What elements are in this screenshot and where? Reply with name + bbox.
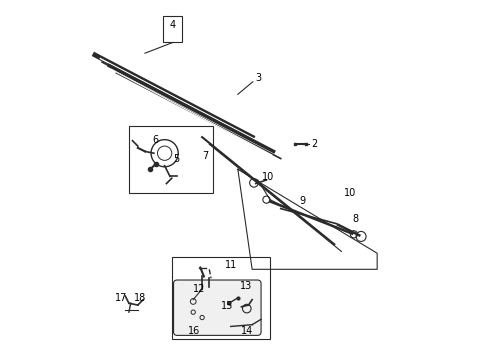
FancyBboxPatch shape [173, 280, 261, 336]
Text: 8: 8 [353, 214, 359, 224]
Bar [172, 257, 270, 339]
Circle shape [265, 177, 270, 183]
Bar [163, 16, 182, 42]
Text: 12: 12 [194, 284, 206, 294]
Text: 18: 18 [133, 293, 146, 303]
Text: 5: 5 [173, 154, 179, 164]
Text: 15: 15 [221, 301, 233, 311]
Polygon shape [238, 169, 377, 269]
Text: 17: 17 [115, 293, 127, 303]
Text: 16: 16 [188, 326, 200, 336]
Text: 14: 14 [241, 326, 253, 336]
Text: 6: 6 [152, 135, 158, 145]
Text: 2: 2 [312, 139, 318, 149]
Text: 4: 4 [170, 19, 176, 30]
Text: 3: 3 [255, 73, 262, 83]
Text: 7: 7 [202, 151, 208, 161]
Text: 13: 13 [240, 281, 252, 291]
Text: 9: 9 [299, 197, 305, 206]
Bar [129, 126, 213, 193]
Text: 10: 10 [344, 188, 357, 198]
Text: 11: 11 [224, 260, 237, 270]
Text: 10: 10 [262, 172, 274, 182]
Circle shape [334, 222, 342, 229]
